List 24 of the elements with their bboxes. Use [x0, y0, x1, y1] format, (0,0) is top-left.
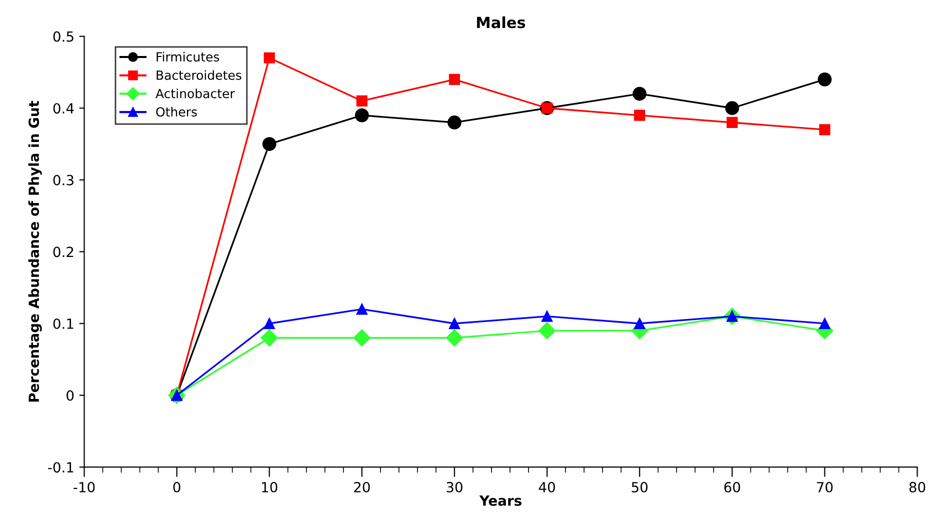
y-tick-label: 0.1	[53, 318, 74, 329]
legend-label: Actinobacter	[156, 88, 235, 98]
x-tick-label: 40	[538, 482, 555, 492]
y-tick-label: 0.4	[53, 103, 74, 114]
x-tick-label: -10	[74, 482, 95, 492]
legend-label: Firmicutes	[156, 52, 220, 62]
y-tick-label: 0.3	[53, 174, 74, 186]
y-tick-label: -0.1	[48, 462, 74, 473]
x-tick-label: 20	[354, 482, 370, 492]
x-tick-label: 80	[909, 482, 926, 492]
y-tick-label: 0.2	[53, 246, 74, 258]
y-tick-label: 0	[66, 390, 74, 401]
x-tick-label: 0	[173, 482, 180, 492]
x-axis-title: Years	[479, 496, 522, 506]
y-axis-title: Percentage Abundance of Phyla in Gut	[28, 100, 42, 402]
legend-label: Others	[156, 106, 197, 117]
legend-label: Bacteroidetes	[156, 70, 242, 80]
x-tick-label: 30	[446, 482, 462, 492]
chart-title: Males	[477, 16, 526, 28]
y-tick-label: 0.5	[53, 31, 74, 42]
x-tick-label: 10	[262, 482, 278, 492]
x-tick-label: 60	[724, 482, 740, 492]
x-tick-label: 50	[632, 482, 648, 492]
x-tick-label: 70	[817, 482, 833, 492]
